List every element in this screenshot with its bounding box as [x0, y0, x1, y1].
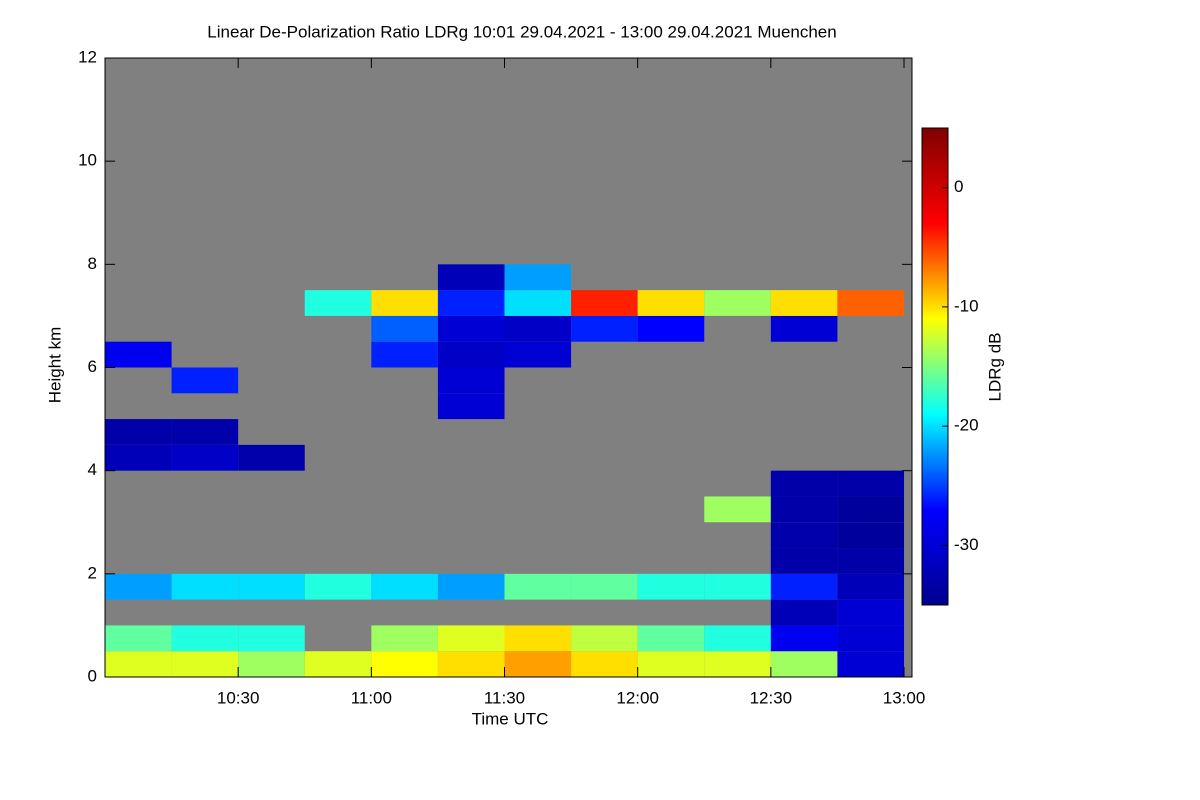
x-tick-label: 11:00 — [351, 688, 392, 707]
x-tick-label: 13:00 — [883, 688, 926, 707]
heat-cell — [371, 315, 438, 342]
heat-cell — [770, 573, 838, 600]
heat-cell — [704, 496, 771, 523]
heat-cell — [171, 444, 239, 471]
heat-cell — [371, 651, 438, 677]
heat-cell — [770, 290, 838, 316]
x-tick-label: 10:30 — [217, 688, 260, 707]
heat-cell — [704, 625, 771, 652]
y-tick-label: 2 — [88, 563, 97, 582]
heat-cell — [371, 573, 438, 600]
heat-cell — [504, 315, 572, 342]
heat-cell — [770, 496, 838, 523]
heat-cell — [837, 599, 905, 626]
heat-cell — [437, 315, 505, 342]
heat-cell — [770, 315, 838, 342]
heat-cell — [770, 599, 838, 626]
heat-cell — [105, 573, 172, 600]
heat-cell — [837, 522, 905, 549]
heat-cell — [504, 341, 572, 368]
heat-cell — [504, 264, 572, 291]
heat-cell — [637, 573, 705, 600]
heat-cell — [837, 573, 905, 600]
heat-cell — [571, 625, 638, 652]
x-tick-label: 12:30 — [750, 688, 793, 707]
colorbar-tick-label: -10 — [954, 296, 979, 315]
heat-cell — [571, 315, 638, 342]
heat-cell — [837, 625, 905, 652]
heat-cell — [238, 444, 305, 471]
y-tick-label: 8 — [88, 254, 97, 273]
heat-cell — [837, 548, 905, 574]
heat-cell — [371, 290, 438, 316]
heat-cell — [437, 341, 505, 368]
heat-cell — [105, 651, 172, 677]
heat-cell — [637, 315, 705, 342]
heat-cell — [837, 290, 905, 316]
heat-cell — [770, 651, 838, 677]
heat-cell — [105, 419, 172, 445]
colorbar-tick-label: 0 — [954, 177, 963, 196]
heat-cell — [504, 573, 572, 600]
y-tick-label: 10 — [78, 151, 97, 170]
y-tick-label: 0 — [88, 666, 97, 685]
chart-title: Linear De-Polarization Ratio LDRg 10:01 … — [207, 22, 836, 41]
colorbar-label: LDRg dB — [985, 333, 1004, 402]
heat-cell — [704, 651, 771, 677]
heat-cell — [637, 290, 705, 316]
heat-cell — [504, 290, 572, 316]
heat-cell — [304, 290, 372, 316]
y-axis-label: Height km — [45, 327, 64, 404]
heat-cell — [770, 548, 838, 574]
heat-cell — [504, 625, 572, 652]
heat-cell — [770, 625, 838, 652]
heat-cell — [371, 341, 438, 368]
heat-cell — [171, 573, 239, 600]
y-tick-label: 6 — [88, 357, 97, 376]
heat-cell — [437, 290, 505, 316]
heat-cell — [504, 651, 572, 677]
heat-cell — [105, 444, 172, 471]
colorbar-tick-label: -20 — [954, 416, 979, 435]
heat-cell — [437, 393, 505, 420]
heat-cell — [171, 625, 239, 652]
heat-cell — [238, 625, 305, 652]
heat-cell — [371, 625, 438, 652]
y-tick-label: 12 — [78, 47, 97, 66]
heat-cell — [837, 470, 905, 497]
heat-cell — [704, 290, 771, 316]
heat-cell — [837, 496, 905, 523]
heat-cell — [304, 651, 372, 677]
heat-cell — [238, 651, 305, 677]
heat-cell — [105, 341, 172, 368]
heat-cell — [437, 264, 505, 291]
heat-cell — [437, 625, 505, 652]
heat-cell — [571, 573, 638, 600]
heat-cell — [238, 573, 305, 600]
heat-cell — [105, 625, 172, 652]
y-tick-label: 4 — [88, 460, 97, 479]
heat-cell — [770, 470, 838, 497]
heat-cell — [770, 522, 838, 549]
heat-cell — [304, 573, 372, 600]
heat-cell — [437, 573, 505, 600]
heat-cell — [171, 651, 239, 677]
colorbar — [921, 127, 949, 606]
x-tick-label: 11:30 — [484, 688, 525, 707]
heat-cell — [571, 290, 638, 316]
heat-cell — [704, 573, 771, 600]
heat-cell — [437, 651, 505, 677]
heat-cell — [637, 651, 705, 677]
heat-cell — [171, 419, 239, 445]
heat-cell — [837, 651, 905, 677]
heat-cell — [437, 367, 505, 394]
x-tick-label: 12:00 — [616, 688, 659, 707]
colorbar-tick-label: -30 — [954, 535, 979, 554]
heat-cell — [571, 651, 638, 677]
x-axis-label: Time UTC — [472, 709, 549, 728]
heat-cell — [637, 625, 705, 652]
heat-cell — [171, 367, 239, 394]
